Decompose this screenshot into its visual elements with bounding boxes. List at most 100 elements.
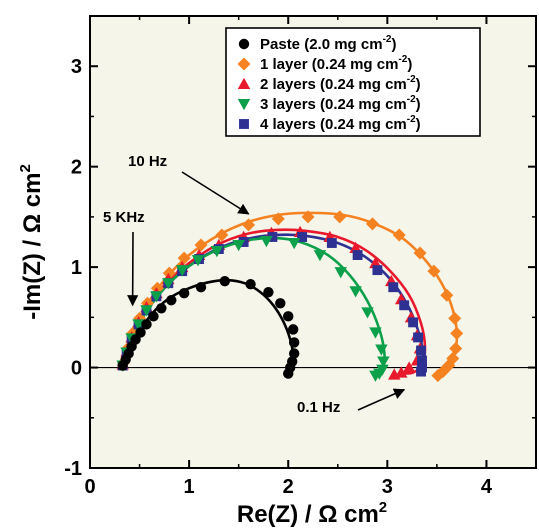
data-point-series-1 — [448, 311, 462, 325]
legend-label-sup-2: -2 — [407, 74, 416, 85]
data-point-series-4 — [413, 332, 423, 343]
data-point-series-1 — [450, 326, 464, 340]
legend-label-sup-0: -2 — [383, 34, 392, 45]
data-point-series-2 — [402, 361, 416, 373]
legend-label-end-1: ) — [407, 56, 412, 73]
data-point-series-1 — [431, 369, 445, 383]
data-point-series-0 — [263, 287, 274, 298]
data-point-series-1 — [301, 210, 315, 224]
legend-label-sup-3: -2 — [407, 94, 416, 105]
data-point-series-3 — [162, 278, 175, 290]
legend-label-4: 4 layers (0.24 mg cm-2) — [260, 114, 421, 133]
legend-label-1: 1 layer (0.24 mg cm-2) — [260, 54, 412, 73]
annotation-arrow-0 — [181, 171, 250, 215]
annotation-arrow-2 — [357, 388, 406, 411]
data-point-series-3 — [191, 255, 205, 267]
data-point-series-1 — [194, 238, 208, 252]
data-point-series-1 — [242, 218, 256, 232]
data-point-series-0 — [135, 327, 146, 338]
x-tick-label: 3 — [382, 476, 393, 498]
legend-label-end-0: ) — [391, 36, 396, 53]
legend-marker-2 — [237, 77, 251, 89]
data-point-series-3 — [287, 238, 301, 250]
data-point-series-1 — [413, 246, 427, 260]
legend-label-3: 3 layers (0.24 mg cm-2) — [260, 94, 421, 113]
x-tick-label: 1 — [184, 476, 195, 498]
y-tick-label: 1 — [71, 257, 82, 279]
data-point-series-0 — [288, 348, 300, 359]
legend-label-main-2: 2 layers (0.24 mg cm — [260, 76, 407, 93]
data-point-series-3 — [140, 305, 153, 317]
data-point-series-4 — [417, 355, 427, 366]
data-point-series-4 — [267, 232, 278, 242]
data-point-series-3 — [375, 344, 388, 356]
y-tick-label: 0 — [71, 358, 82, 380]
data-point-series-0 — [287, 324, 299, 335]
legend: Paste (2.0 mg cm-2)1 layer (0.24 mg cm-2… — [225, 27, 481, 137]
legend-marker-0 — [238, 38, 250, 50]
data-point-series-1 — [392, 228, 406, 242]
data-point-series-3 — [232, 240, 245, 252]
data-point-series-4 — [372, 265, 383, 276]
data-point-series-1 — [215, 228, 229, 242]
x-tick-label: 4 — [481, 476, 493, 498]
data-point-series-1 — [440, 288, 454, 302]
legend-label-main-0: Paste (2.0 mg cm — [260, 36, 383, 53]
data-point-series-0 — [283, 311, 294, 322]
legend-label-end-4: ) — [416, 116, 421, 133]
y-axis-title-sup: 2 — [17, 164, 34, 172]
data-point-series-2 — [394, 366, 408, 378]
legend-label-end-3: ) — [416, 96, 421, 113]
data-point-series-3 — [132, 319, 145, 331]
data-point-series-4 — [416, 366, 426, 377]
x-axis-title-sup: 2 — [379, 499, 387, 516]
data-point-series-0 — [195, 282, 207, 293]
data-point-series-3 — [210, 246, 224, 258]
legend-box — [225, 27, 481, 137]
data-point-series-2 — [388, 368, 401, 380]
data-point-series-0 — [166, 295, 177, 306]
y-tick-label: 2 — [71, 157, 82, 179]
annotation-label-1: 5 KHz — [103, 209, 145, 226]
x-tick-label: 0 — [84, 476, 95, 498]
data-point-series-4 — [352, 250, 363, 260]
data-point-series-3 — [349, 286, 362, 298]
y-axis-title: -Im(Z) / Ω cm2 — [17, 164, 46, 320]
data-point-series-3 — [313, 250, 327, 262]
data-point-series-3 — [361, 307, 374, 319]
data-point-series-0 — [283, 368, 294, 379]
data-point-series-0 — [148, 311, 159, 322]
data-point-series-0 — [288, 337, 300, 348]
data-point-series-4 — [399, 300, 410, 311]
data-point-series-1 — [449, 341, 463, 355]
data-point-series-1 — [162, 266, 176, 280]
annotation-label-0: 10 Hz — [128, 153, 167, 170]
data-point-series-4 — [297, 232, 308, 242]
data-point-series-3 — [369, 327, 382, 339]
data-point-series-4 — [416, 345, 426, 356]
legend-label-sup-4: -2 — [407, 114, 416, 125]
legend-label-end-2: ) — [416, 76, 421, 93]
data-point-series-4 — [388, 282, 399, 293]
data-markers — [116, 210, 464, 383]
annotations: 10 Hz 5 KHz 0.1 Hz — [103, 153, 406, 416]
data-point-series-4 — [408, 317, 419, 328]
legend-marker-4 — [239, 119, 249, 129]
legend-label-0: Paste (2.0 mg cm-2) — [260, 34, 396, 53]
data-point-series-3 — [175, 265, 189, 277]
legend-label-main-1: 1 layer (0.24 mg cm — [260, 56, 398, 73]
data-point-series-3 — [334, 267, 347, 279]
data-point-series-0 — [219, 275, 230, 287]
data-point-series-3 — [150, 291, 163, 303]
data-point-series-1 — [333, 210, 347, 224]
y-tick-label: 3 — [71, 56, 82, 78]
data-point-series-1 — [271, 212, 285, 226]
legend-label-2: 2 layers (0.24 mg cm-2) — [260, 74, 421, 93]
data-point-series-1 — [177, 251, 191, 265]
annotation-label-2: 0.1 Hz — [297, 399, 340, 416]
legend-label-main-4: 4 layers (0.24 mg cm — [260, 116, 407, 133]
data-point-series-3 — [377, 356, 390, 368]
data-point-series-0 — [245, 278, 256, 290]
